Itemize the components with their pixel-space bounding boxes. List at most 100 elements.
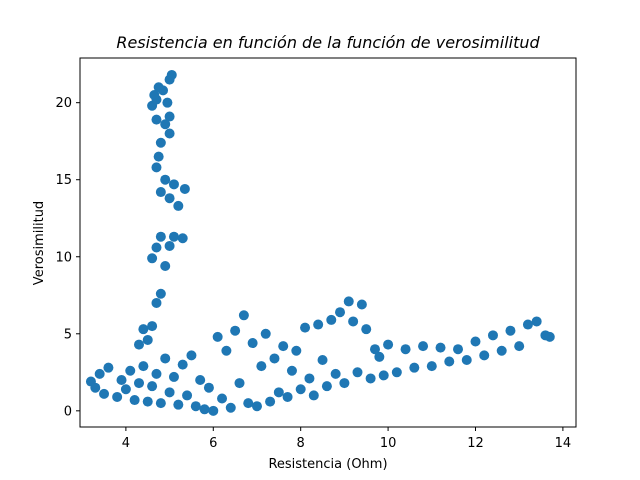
data-point	[190, 401, 201, 412]
data-point	[177, 359, 188, 370]
data-point	[116, 375, 127, 386]
data-point	[120, 384, 131, 395]
data-point	[391, 367, 402, 378]
data-point	[400, 344, 411, 355]
data-point	[282, 391, 293, 402]
data-point	[99, 388, 110, 399]
data-point	[300, 322, 311, 333]
data-point	[374, 351, 385, 362]
data-point	[435, 342, 446, 353]
data-point	[247, 338, 258, 349]
data-point	[304, 373, 315, 384]
data-point	[177, 233, 188, 244]
data-point	[160, 261, 171, 271]
data-point	[199, 404, 210, 415]
data-point	[166, 69, 177, 80]
x-tick-label: 4	[122, 436, 130, 451]
data-point	[153, 82, 164, 93]
data-point	[295, 384, 306, 395]
data-point	[160, 353, 171, 364]
data-point	[142, 334, 153, 345]
data-point	[134, 378, 144, 389]
data-point	[265, 396, 276, 407]
data-point	[173, 200, 184, 211]
data-point	[160, 174, 171, 185]
data-point	[514, 341, 525, 352]
data-point	[151, 114, 162, 125]
data-point	[147, 321, 158, 332]
x-tick-label: 6	[209, 436, 217, 451]
data-point	[155, 137, 166, 148]
data-point	[151, 368, 162, 379]
data-point	[155, 187, 166, 198]
data-point	[164, 128, 175, 139]
scatter-points	[85, 69, 555, 416]
data-point	[330, 368, 341, 379]
data-point	[378, 370, 389, 381]
data-point	[470, 336, 481, 347]
data-point	[103, 362, 114, 373]
data-point	[243, 398, 254, 409]
data-point	[182, 390, 193, 401]
plot-frame	[79, 57, 577, 428]
y-tick-label: 10	[55, 250, 72, 265]
data-point	[173, 399, 184, 410]
x-tick-label: 12	[467, 436, 484, 451]
y-axis-ticks: 0 5 10 15 20	[55, 96, 80, 419]
data-point	[487, 330, 498, 341]
data-point	[164, 240, 175, 251]
data-point	[496, 345, 507, 356]
data-point	[203, 382, 214, 393]
x-axis-ticks: 4 6 8 10 12 14	[122, 427, 571, 451]
data-point	[238, 310, 249, 321]
data-point	[383, 339, 394, 350]
data-point	[153, 151, 164, 162]
data-point	[369, 344, 380, 355]
data-point	[168, 231, 179, 242]
x-axis-label: Resistencia (Ohm)	[268, 457, 387, 472]
data-point	[313, 319, 324, 330]
data-point	[479, 350, 490, 361]
y-tick-label: 5	[64, 327, 72, 342]
x-tick-label: 8	[297, 436, 305, 451]
data-point	[149, 89, 160, 100]
data-point	[155, 398, 166, 409]
data-point	[352, 367, 363, 378]
data-point	[160, 119, 171, 130]
data-point	[208, 405, 219, 416]
data-point	[256, 361, 267, 372]
data-point	[260, 328, 271, 339]
data-point	[147, 253, 158, 264]
data-point	[155, 231, 166, 242]
data-point	[269, 353, 280, 364]
y-tick-label: 15	[55, 173, 72, 188]
data-point	[453, 344, 464, 355]
data-point	[339, 378, 350, 389]
data-point	[168, 179, 179, 190]
data-point	[361, 324, 372, 335]
y-axis-label: Verosimilitud	[32, 201, 47, 285]
data-point	[151, 297, 162, 308]
data-point	[356, 299, 367, 310]
data-point	[164, 193, 175, 204]
data-point	[195, 375, 206, 386]
data-point	[217, 393, 228, 404]
data-point	[112, 391, 123, 402]
data-point	[151, 242, 162, 253]
chart-title: Resistencia en función de la función de …	[116, 33, 540, 52]
data-point	[308, 390, 319, 401]
data-point	[168, 371, 179, 382]
data-point	[162, 97, 173, 108]
data-point	[326, 314, 337, 325]
data-point	[286, 365, 297, 376]
data-point	[129, 395, 140, 406]
data-point	[155, 288, 166, 299]
data-point	[164, 387, 175, 398]
data-point	[221, 345, 232, 356]
data-point	[212, 331, 223, 342]
data-point	[251, 401, 262, 412]
data-point	[335, 307, 346, 318]
data-point	[461, 354, 472, 365]
x-tick-label: 10	[380, 436, 397, 451]
